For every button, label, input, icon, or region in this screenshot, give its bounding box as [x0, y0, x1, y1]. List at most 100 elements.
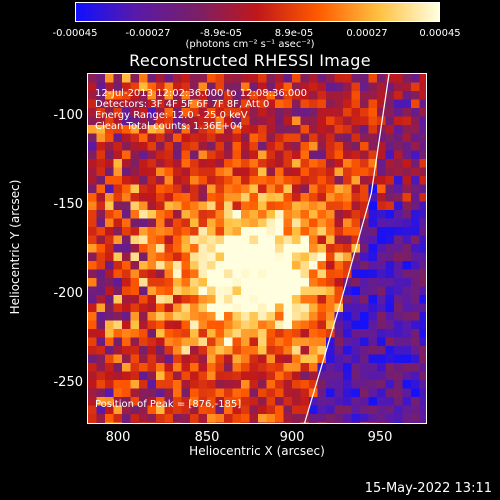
heatmap-cell: [343, 286, 353, 296]
heatmap-cell: [385, 278, 395, 288]
heatmap-cell: [156, 363, 166, 373]
heatmap-cell: [156, 388, 166, 398]
heatmap-cell: [249, 210, 259, 220]
heatmap-cell: [326, 74, 336, 84]
heatmap-cell: [334, 176, 344, 186]
heatmap-cell: [105, 354, 115, 364]
heatmap-cell: [343, 388, 353, 398]
heatmap-cell: [164, 405, 174, 415]
heatmap-cell: [343, 193, 353, 203]
heatmap-cell: [241, 278, 251, 288]
heatmap-cell: [419, 201, 426, 211]
heatmap-cell: [96, 414, 106, 423]
heatmap-cell: [326, 133, 336, 143]
heatmap-cell: [224, 261, 234, 271]
heatmap-cell: [215, 278, 225, 288]
heatmap-cell: [130, 150, 140, 160]
heatmap-cell: [309, 227, 319, 237]
heatmap-cell: [215, 176, 225, 186]
heatmap-cell: [198, 346, 208, 356]
heatmap-cell: [241, 329, 251, 339]
heatmap-cell: [402, 91, 412, 101]
heatmap-cell: [394, 193, 404, 203]
heatmap-cell: [122, 414, 132, 423]
heatmap-cell: [402, 218, 412, 228]
heatmap-cell: [360, 218, 370, 228]
heatmap-cell: [190, 193, 200, 203]
heatmap-cell: [368, 108, 378, 118]
heatmap-cell: [266, 82, 276, 92]
heatmap-cell: [147, 303, 157, 313]
heatmap-cell: [394, 108, 404, 118]
heatmap-cell: [266, 218, 276, 228]
heatmap-cell: [351, 329, 361, 339]
heatmap-cell: [402, 312, 412, 322]
heatmap-cell: [334, 227, 344, 237]
heatmap-cell: [190, 371, 200, 381]
heatmap-cell: [249, 269, 259, 279]
heatmap-cell: [377, 99, 387, 109]
detectors-label: Detectors: 3F 4F 5F 6F 7F 8F, Att 0: [95, 99, 270, 110]
heatmap-cell: [207, 295, 217, 305]
heatmap-cell: [105, 193, 115, 203]
heatmap-cell: [411, 227, 421, 237]
heatmap-cell: [394, 201, 404, 211]
heatmap-cell: [190, 286, 200, 296]
heatmap-cell: [241, 210, 251, 220]
heatmap-cell: [224, 133, 234, 143]
heatmap-cell: [241, 312, 251, 322]
heatmap-cell: [266, 201, 276, 211]
heatmap-cell: [105, 371, 115, 381]
heatmap-cell: [215, 201, 225, 211]
heatmap-cell: [147, 371, 157, 381]
heatmap-cell: [283, 312, 293, 322]
heatmap-cell: [292, 227, 302, 237]
heatmap-cell: [275, 252, 285, 262]
heatmap-cell: [241, 235, 251, 245]
heatmap-cell: [283, 235, 293, 245]
heatmap-cell: [309, 193, 319, 203]
heatmap-cell: [360, 414, 370, 423]
heatmap-cell: [190, 201, 200, 211]
heatmap-cell: [224, 108, 234, 118]
heatmap-cell: [88, 363, 98, 373]
heatmap-cell: [334, 201, 344, 211]
heatmap-cell: [113, 82, 123, 92]
heatmap-cell: [419, 261, 426, 271]
heatmap-cell: [283, 329, 293, 339]
heatmap-cell: [122, 337, 132, 347]
heatmap-cell: [343, 142, 353, 152]
heatmap-cell: [334, 184, 344, 194]
heatmap-cell: [300, 320, 310, 330]
heatmap-cell: [368, 354, 378, 364]
heatmap-cell: [275, 99, 285, 109]
heatmap-cell: [394, 235, 404, 245]
heatmap-cell: [224, 371, 234, 381]
heatmap-cell: [402, 150, 412, 160]
heatmap-cell: [181, 244, 191, 254]
heatmap-cell: [343, 397, 353, 407]
heatmap-cell: [266, 388, 276, 398]
heatmap-cell: [334, 150, 344, 160]
heatmap-cell: [385, 227, 395, 237]
heatmap-cell: [275, 159, 285, 169]
heatmap-cell: [88, 354, 98, 364]
heatmap-cell: [224, 184, 234, 194]
heatmap-cell: [283, 244, 293, 254]
heatmap-cell: [385, 184, 395, 194]
heatmap-cell: [419, 397, 426, 407]
heatmap-cell: [164, 184, 174, 194]
heatmap-cell: [343, 303, 353, 313]
heatmap-cell: [266, 99, 276, 109]
heatmap-cell: [411, 371, 421, 381]
heatmap-cell: [215, 320, 225, 330]
heatmap-cell: [105, 99, 115, 109]
heatmap-cell: [224, 142, 234, 152]
heatmap-cell: [258, 422, 268, 423]
heatmap-cell: [300, 252, 310, 262]
heatmap-cell: [224, 125, 234, 135]
heatmap-cell: [317, 201, 327, 211]
heatmap-cell: [113, 167, 123, 177]
heatmap-cell: [139, 150, 149, 160]
heatmap-cell: [385, 320, 395, 330]
